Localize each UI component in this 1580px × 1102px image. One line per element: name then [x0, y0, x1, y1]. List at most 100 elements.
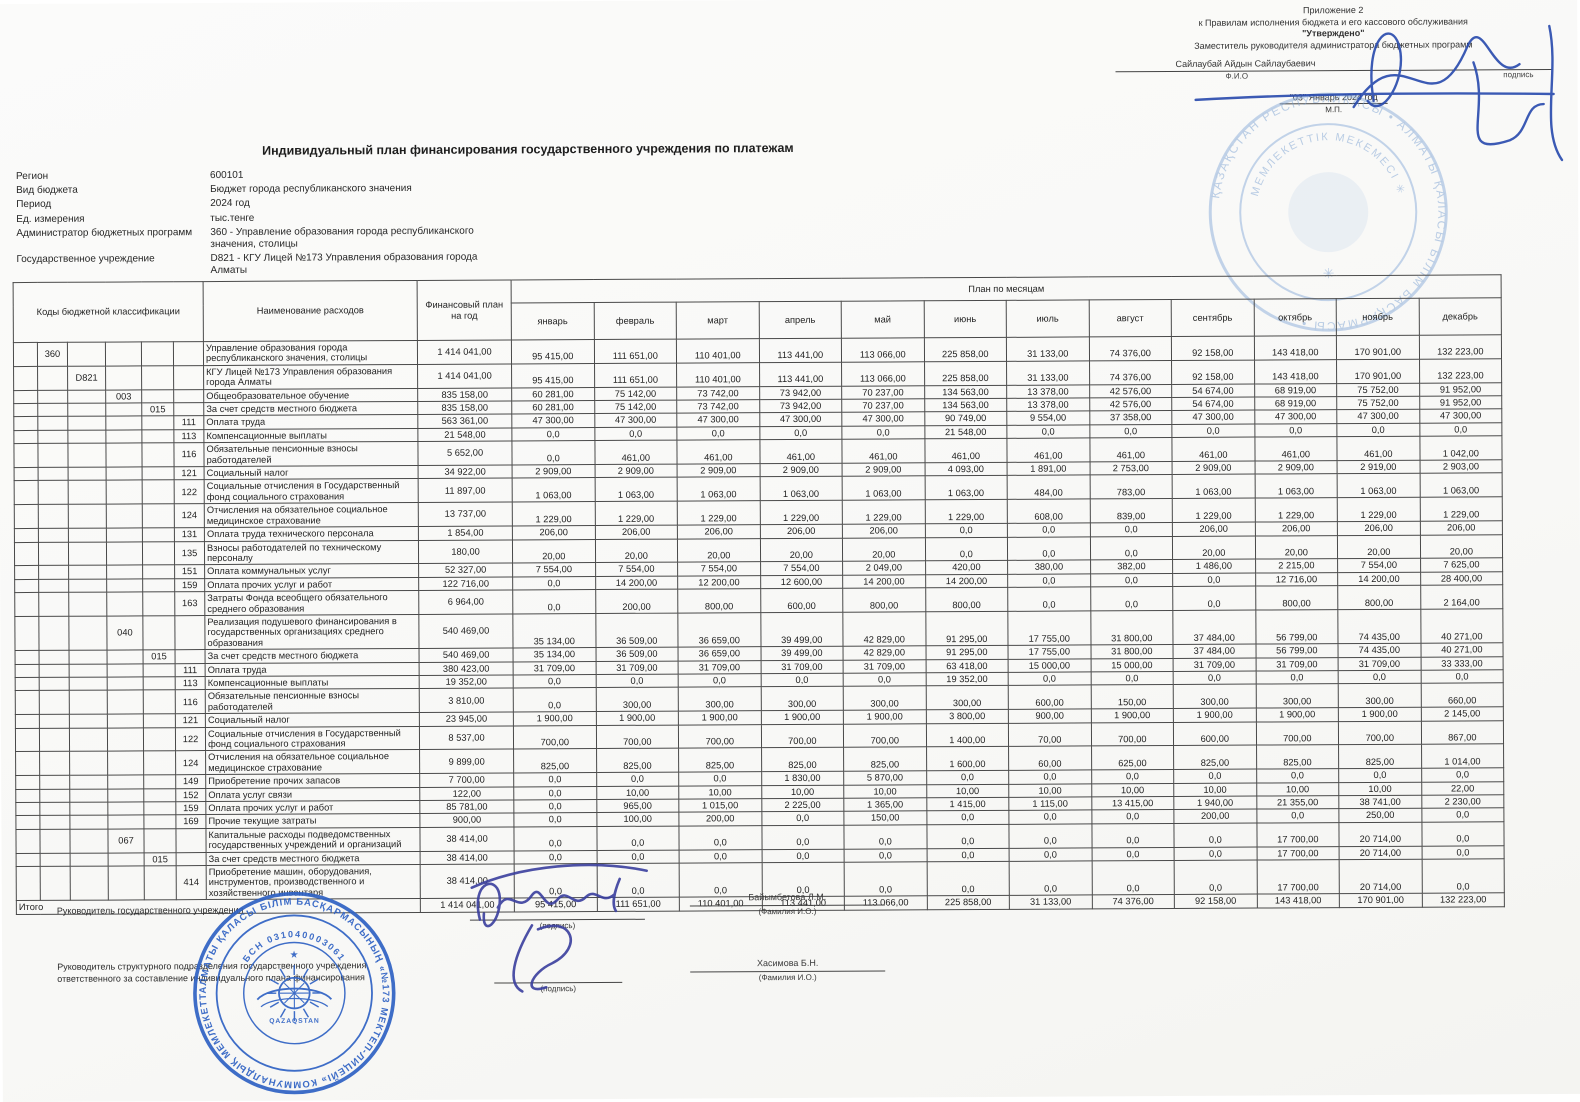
budget-code-cell [14, 542, 38, 566]
budget-code-cell [106, 480, 142, 504]
budget-code-cell [38, 528, 68, 542]
month-value-cell: 1 229,00 [1255, 498, 1338, 522]
month-value-cell: 0,0 [1009, 770, 1092, 784]
budget-code-cell [70, 853, 108, 867]
month-value-cell: 60 281,00 [512, 401, 595, 415]
month-value-cell: 1 900,00 [1338, 707, 1421, 721]
budget-code-cell: 015 [142, 403, 174, 417]
month-value-cell: 1 900,00 [596, 711, 679, 725]
budget-code-cell [67, 342, 105, 366]
month-value-cell: 92 158,00 [1172, 360, 1255, 384]
budget-code-cell [14, 390, 38, 404]
annual-plan-cell: 38 414,00 [420, 851, 514, 865]
budget-code-cell [143, 565, 175, 579]
month-value-cell: 0,0 [1090, 587, 1173, 611]
month-value-cell: 0,0 [1174, 847, 1257, 861]
month-value-cell: 0,0 [597, 850, 680, 864]
meta-value: тыс.тенге [210, 211, 498, 225]
month-value-cell: 700,00 [1338, 721, 1421, 745]
month-value-cell: 1 015,00 [679, 799, 762, 813]
month-value-cell: 10,00 [1339, 782, 1422, 796]
month-value-cell: 300,00 [1173, 684, 1256, 708]
month-value-cell: 0,0 [1174, 860, 1257, 895]
month-value-cell: 0,0 [1338, 670, 1421, 684]
month-value-cell: 200,00 [679, 812, 762, 826]
budget-code-cell: 121 [174, 467, 204, 481]
month-value-cell: 1 229,00 [1172, 498, 1255, 522]
annual-plan-cell: 6 964,00 [419, 590, 513, 614]
expense-name-cell: Оплата труда [204, 415, 418, 430]
page-title: Индивидуальный план финансирования госуд… [0, 140, 1058, 160]
month-value-cell: 625,00 [1091, 746, 1174, 770]
budget-code-cell [39, 616, 69, 650]
budget-code-cell [69, 579, 107, 593]
budget-code-cell [144, 802, 176, 816]
month-value-cell: 42 829,00 [843, 646, 926, 660]
month-value-cell: 21 548,00 [924, 425, 1007, 439]
month-value-cell: 42 829,00 [843, 612, 926, 647]
budget-code-cell [40, 775, 70, 789]
month-value-cell: 38 741,00 [1339, 795, 1422, 809]
budget-code-cell [14, 481, 38, 505]
month-value-cell: 31 133,00 [1006, 337, 1089, 361]
signature-caption: (подпись) [494, 983, 622, 994]
month-value-cell: 420,00 [925, 561, 1008, 575]
annual-plan-cell: 11 897,00 [418, 478, 512, 502]
budget-code-cell [69, 565, 107, 579]
total-month-cell: 132 223,00 [1422, 893, 1505, 907]
month-value-cell: 54 674,00 [1172, 397, 1255, 411]
signature-caption: подпись [1503, 71, 1533, 82]
budget-code-cell [143, 592, 175, 616]
month-value-cell: 10,00 [844, 784, 927, 798]
month-value-cell: 1 900,00 [761, 710, 844, 724]
budget-code-cell: 159 [175, 578, 205, 592]
budget-code-cell [144, 866, 176, 900]
month-value-cell: 70 237,00 [842, 385, 925, 399]
budget-code-cell [14, 430, 38, 444]
month-value-cell: 0,0 [1091, 810, 1174, 824]
month-value-cell: 47 300,00 [1419, 409, 1502, 423]
month-value-cell: 31 709,00 [1173, 658, 1256, 672]
month-value-cell: 0,0 [844, 848, 927, 862]
annual-plan-cell: 835 158,00 [418, 388, 512, 402]
budget-code-cell [143, 727, 175, 751]
budget-code-cell [40, 752, 70, 776]
budget-code-cell [69, 650, 107, 664]
budget-code-cell [69, 664, 107, 678]
month-value-cell: 0,0 [514, 786, 597, 800]
meta-value: 2024 год [210, 197, 498, 211]
month-value-cell: 75 752,00 [1337, 383, 1420, 397]
month-value-cell: 35 134,00 [513, 613, 596, 648]
month-value-cell: 0,0 [1090, 536, 1173, 560]
month-value-cell: 800,00 [1338, 585, 1421, 609]
month-value-cell: 73 742,00 [677, 400, 760, 414]
month-value-cell: 73 942,00 [759, 386, 842, 400]
month-value-cell: 1 014,00 [1421, 744, 1504, 768]
expense-name-cell: Социальные отчисления в Государственный … [205, 726, 419, 751]
month-value-cell: 90 749,00 [924, 412, 1007, 426]
budget-code-cell: 159 [176, 802, 206, 816]
month-value-cell: 0,0 [927, 848, 1010, 862]
svg-text:БСН 031040003061: БСН 031040003061 [241, 929, 348, 964]
month-value-cell: 20 714,00 [1339, 822, 1422, 846]
month-value-cell: 0,0 [1256, 769, 1339, 783]
budget-code-cell: 040 [107, 616, 143, 650]
budget-code-cell [39, 650, 69, 664]
expense-name-cell: Оплата прочих услуг и работ [205, 577, 419, 592]
total-month-cell: 92 158,00 [1174, 894, 1257, 908]
month-value-cell: 0,0 [759, 426, 842, 440]
month-value-cell: 0,0 [1090, 523, 1173, 537]
month-value-cell: 60,00 [1009, 746, 1092, 770]
signature-caption: (подпись) [470, 920, 645, 931]
month-value-cell: 1 229,00 [842, 500, 925, 524]
month-value-cell: 150,00 [1091, 685, 1174, 709]
month-value-cell: 17 700,00 [1257, 846, 1340, 860]
month-value-cell: 70,00 [1008, 723, 1091, 747]
meta-label: Государственное учреждение [16, 253, 208, 278]
month-value-cell: 1 940,00 [1174, 796, 1257, 810]
expense-name-cell: Прочие текущие затраты [206, 814, 420, 829]
month-value-cell: 660,00 [1421, 683, 1504, 707]
budget-code-cell: 015 [143, 650, 175, 664]
stamp-star: ★ [290, 950, 299, 961]
